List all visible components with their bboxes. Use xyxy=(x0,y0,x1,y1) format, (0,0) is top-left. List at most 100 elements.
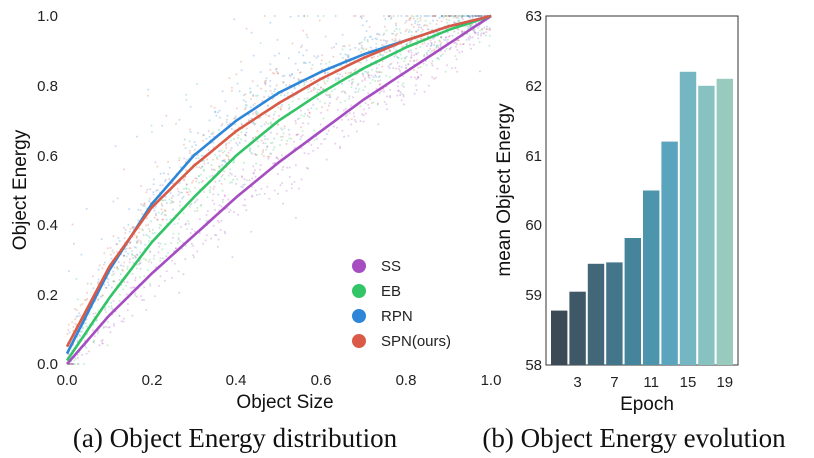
chart-a-plot-area xyxy=(67,16,491,364)
scatter-point xyxy=(415,15,418,17)
scatter-point xyxy=(214,180,217,183)
scatter-point xyxy=(310,144,313,146)
scatter-point xyxy=(97,278,100,281)
scatter-point xyxy=(172,208,174,211)
scatter-point xyxy=(216,157,219,160)
scatter-point xyxy=(341,56,344,59)
scatter-point xyxy=(406,15,409,17)
scatter-point xyxy=(324,35,327,38)
scatter-point xyxy=(286,92,289,94)
scatter-point xyxy=(232,178,235,181)
scatter-point xyxy=(244,139,247,142)
scatter-point xyxy=(265,113,267,116)
scatter-point xyxy=(269,85,272,88)
scatter-point xyxy=(366,72,369,75)
legend-marker-spn xyxy=(352,334,366,348)
scatter-point xyxy=(367,92,370,95)
scatter-point xyxy=(201,165,204,168)
scatter-point xyxy=(369,46,372,49)
scatter-point xyxy=(454,15,457,17)
scatter-point xyxy=(461,15,464,17)
scatter-point xyxy=(276,123,279,126)
scatter-point xyxy=(445,36,448,39)
scatter-point xyxy=(128,230,131,233)
legend-label-spn: SPN(ours) xyxy=(381,333,451,350)
scatter-point xyxy=(293,180,296,183)
scatter-point xyxy=(136,240,139,243)
scatter-point xyxy=(400,66,403,69)
scatter-point xyxy=(177,236,180,239)
scatter-point xyxy=(458,15,461,17)
scatter-point xyxy=(226,154,229,157)
scatter-point xyxy=(158,223,161,226)
scatter-point xyxy=(266,104,269,107)
scatter-point xyxy=(179,226,182,228)
scatter-point xyxy=(450,15,453,17)
scatter-point xyxy=(177,232,180,235)
scatter-point xyxy=(431,15,434,17)
scatter-point xyxy=(375,67,378,70)
scatter-point xyxy=(263,80,266,83)
scatter-point xyxy=(341,118,344,121)
scatter-point xyxy=(141,299,144,301)
scatter-point xyxy=(167,160,170,163)
scatter-point xyxy=(125,293,128,296)
scatter-point xyxy=(220,205,223,208)
scatter-point xyxy=(256,111,259,114)
scatter-point xyxy=(117,237,120,239)
bar-epoch-5 xyxy=(587,263,605,365)
scatter-point xyxy=(150,124,153,127)
scatter-point xyxy=(389,96,392,99)
scatter-point xyxy=(259,42,262,45)
scatter-point xyxy=(135,236,138,238)
scatter-point xyxy=(100,238,103,241)
scatter-point xyxy=(392,46,395,49)
scatter-point xyxy=(269,63,272,66)
scatter-point xyxy=(446,31,449,34)
scatter-point xyxy=(125,255,128,258)
scatter-point xyxy=(444,36,447,39)
scatter-point xyxy=(259,71,262,74)
scatter-point xyxy=(229,181,232,184)
scatter-point xyxy=(313,86,315,89)
scatter-point xyxy=(391,38,394,41)
scatter-point xyxy=(178,182,181,185)
scatter-point xyxy=(66,333,69,335)
scatter-point xyxy=(135,267,138,270)
scatter-point xyxy=(208,135,211,138)
scatter-point xyxy=(117,268,120,271)
scatter-point xyxy=(409,49,412,52)
scatter-point xyxy=(127,223,130,226)
scatter-point xyxy=(352,80,355,83)
scatter-point xyxy=(457,39,460,42)
scatter-point xyxy=(478,25,481,28)
scatter-point xyxy=(453,30,456,33)
scatter-point xyxy=(98,344,101,347)
scatter-point xyxy=(250,117,253,120)
scatter-point xyxy=(196,83,199,85)
scatter-point xyxy=(202,134,205,137)
scatter-point xyxy=(455,58,458,61)
scatter-point xyxy=(432,19,435,22)
scatter-point xyxy=(400,15,403,17)
scatter-point xyxy=(224,160,227,163)
scatter-point xyxy=(291,100,294,103)
scatter-point xyxy=(197,175,200,178)
scatter-point xyxy=(360,41,363,44)
scatter-point xyxy=(259,168,262,171)
scatter-point xyxy=(71,321,74,324)
scatter-point xyxy=(389,15,392,17)
scatter-point xyxy=(333,46,336,48)
scatter-point xyxy=(97,268,100,271)
scatter-point xyxy=(242,183,245,186)
scatter-point xyxy=(262,151,264,153)
scatter-point xyxy=(145,191,148,194)
scatter-point xyxy=(386,51,388,54)
scatter-point xyxy=(221,159,224,162)
scatter-point xyxy=(170,196,173,199)
scatter-point xyxy=(468,43,471,46)
scatter-point xyxy=(367,74,370,77)
scatter-point xyxy=(78,312,81,315)
scatter-point xyxy=(129,241,132,244)
scatter-point xyxy=(384,18,387,20)
